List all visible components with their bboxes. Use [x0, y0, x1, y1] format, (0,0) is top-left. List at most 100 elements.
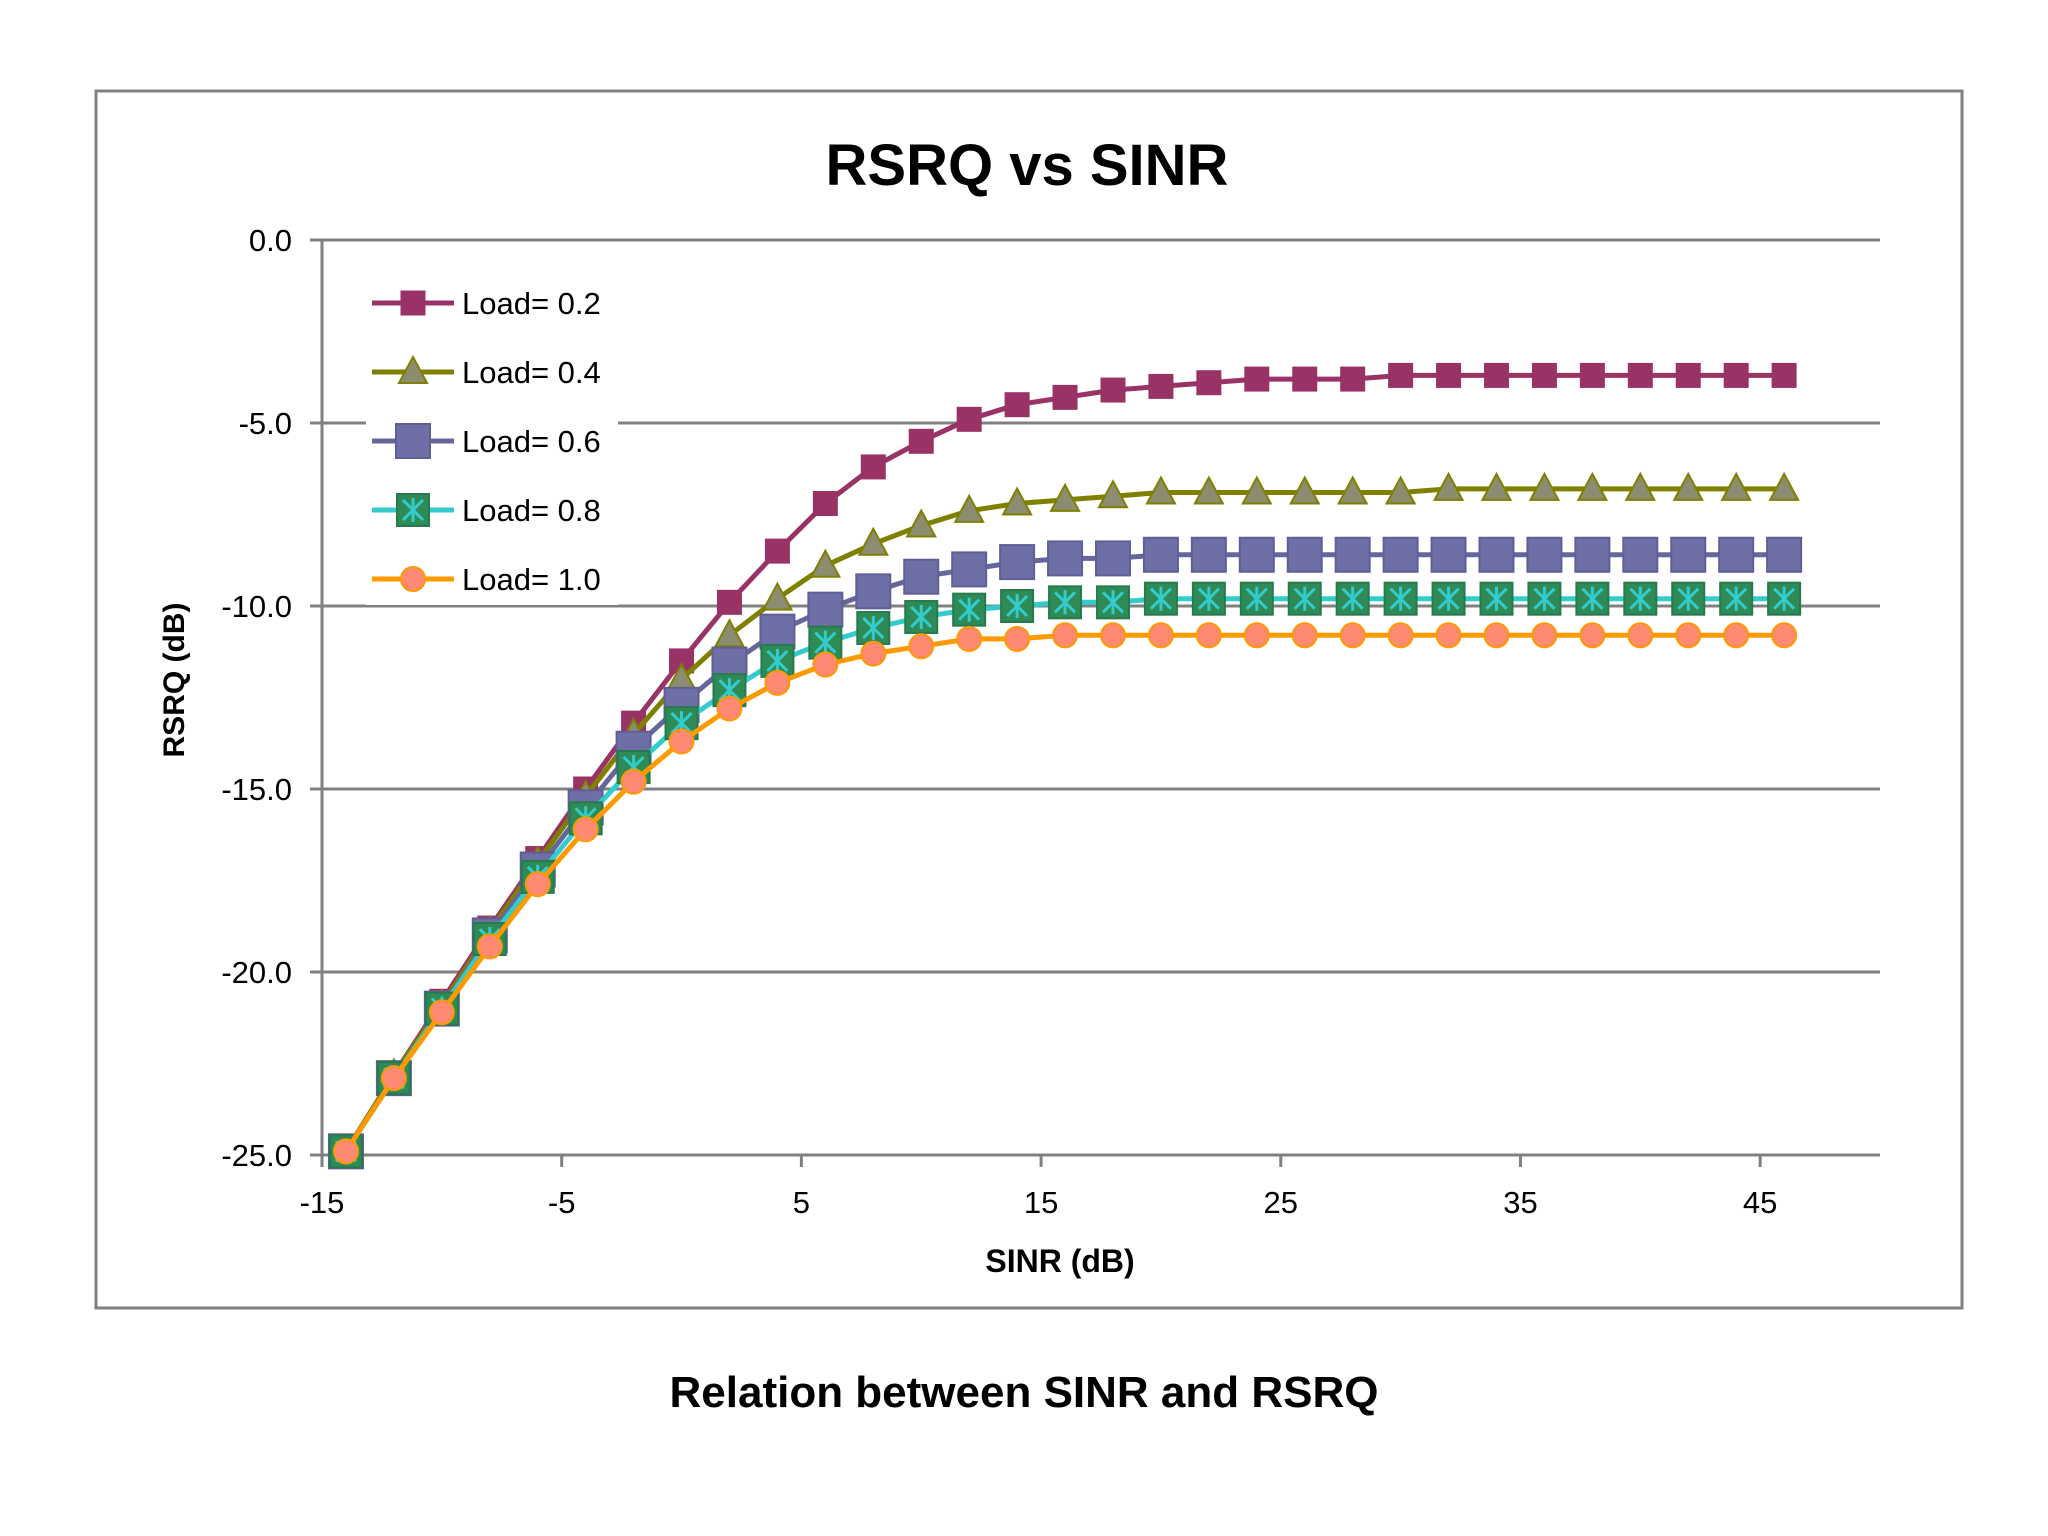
- data-point-1-13: [953, 493, 985, 523]
- data-point-2-9: [759, 613, 796, 650]
- data-point-1-24: [1480, 471, 1513, 501]
- legend-label-1: Load= 0.4: [462, 355, 601, 390]
- data-point-0-29: [1723, 362, 1749, 388]
- data-point-4-16: [1099, 622, 1126, 649]
- data-point-0-9: [764, 538, 790, 564]
- x-tick-label-5: 35: [1503, 1185, 1537, 1220]
- data-point-1-16: [1097, 479, 1129, 509]
- data-point-3-25: [1527, 581, 1562, 616]
- data-point-4-10: [812, 651, 839, 678]
- data-point-3-19: [1239, 581, 1274, 616]
- data-point-4-24: [1483, 622, 1510, 649]
- data-point-0-26: [1579, 362, 1605, 388]
- legend-swatch-marker-2: [395, 423, 431, 459]
- data-point-1-18: [1193, 475, 1225, 505]
- data-point-1-27: [1624, 471, 1656, 501]
- legend-swatch-marker-0: [400, 290, 426, 316]
- legend-label-4: Load= 1.0: [462, 562, 601, 597]
- data-point-4-15: [1052, 622, 1079, 649]
- data-point-0-12: [908, 428, 934, 454]
- data-point-3-18: [1191, 581, 1226, 616]
- data-point-4-7: [668, 728, 695, 755]
- data-point-1-25: [1528, 471, 1561, 501]
- data-point-1-11: [857, 526, 889, 556]
- data-point-2-24: [1478, 536, 1515, 573]
- x-tick-label-3: 15: [1024, 1185, 1058, 1220]
- data-point-4-11: [860, 640, 887, 667]
- x-tick-label-0: -15: [300, 1185, 345, 1220]
- data-point-0-19: [1244, 366, 1270, 392]
- data-point-1-26: [1576, 471, 1609, 501]
- figure-caption: Relation between SINR and RSRQ: [669, 1368, 1379, 1417]
- data-point-2-30: [1766, 536, 1803, 573]
- data-point-0-24: [1483, 362, 1509, 388]
- y-tick-label-0: 0.0: [249, 223, 292, 258]
- legend-label-2: Load= 0.6: [462, 424, 601, 459]
- data-point-0-30: [1771, 362, 1797, 388]
- data-point-1-12: [905, 508, 937, 538]
- data-point-0-8: [716, 589, 742, 615]
- legend-swatch-marker-4: [400, 566, 426, 592]
- data-point-3-23: [1431, 581, 1466, 616]
- data-point-2-19: [1238, 536, 1275, 573]
- data-point-0-23: [1436, 362, 1462, 388]
- data-point-2-18: [1190, 536, 1227, 573]
- data-point-3-16: [1095, 585, 1130, 620]
- data-point-2-12: [903, 558, 940, 595]
- legend-entry-0: Load= 0.2: [366, 277, 618, 329]
- data-point-2-28: [1670, 536, 1707, 573]
- data-point-2-20: [1286, 536, 1323, 573]
- data-point-1-29: [1720, 471, 1752, 501]
- legend-entry-2: Load= 0.6: [366, 415, 618, 467]
- data-point-3-11: [856, 610, 891, 645]
- data-point-4-5: [572, 816, 599, 843]
- data-point-2-27: [1622, 536, 1659, 573]
- data-point-4-12: [908, 633, 935, 660]
- data-point-2-29: [1718, 536, 1755, 573]
- data-point-4-17: [1147, 622, 1174, 649]
- data-point-2-14: [999, 544, 1036, 581]
- data-point-4-1: [380, 1065, 407, 1092]
- data-point-1-8: [713, 618, 746, 648]
- legend-entry-3: Load= 0.8: [366, 484, 618, 536]
- x-tick-labels: -15 -5 5 15 25 35 45: [300, 1185, 1778, 1220]
- data-point-4-6: [620, 768, 647, 795]
- data-point-2-13: [951, 551, 988, 588]
- data-point-3-28: [1671, 581, 1706, 616]
- data-point-4-29: [1723, 622, 1750, 649]
- data-point-0-13: [956, 406, 982, 432]
- data-point-1-14: [1001, 486, 1033, 516]
- data-point-1-19: [1241, 475, 1273, 505]
- legend-label-0: Load= 0.2: [462, 286, 601, 321]
- data-point-2-11: [855, 573, 892, 610]
- data-point-4-28: [1675, 622, 1702, 649]
- data-point-2-15: [1047, 540, 1084, 577]
- data-point-2-22: [1382, 536, 1419, 573]
- y-tick-label-2: -10.0: [221, 589, 292, 624]
- data-point-2-26: [1574, 536, 1611, 573]
- data-point-3-13: [952, 592, 987, 627]
- data-point-1-22: [1384, 475, 1417, 505]
- data-point-4-0: [332, 1138, 359, 1165]
- data-point-2-21: [1334, 536, 1371, 573]
- data-point-4-4: [524, 871, 551, 898]
- chart-frame: [94, 89, 1964, 1310]
- data-point-4-14: [1004, 625, 1031, 652]
- legend: Load= 0.2 Load= 0.4 Load= 0.6 Load= 0.8 Load…: [366, 277, 618, 605]
- legend-entry-1: Load= 0.4: [366, 346, 618, 398]
- legend-swatch-marker-1: [397, 354, 429, 384]
- y-tick-label-4: -20.0: [221, 955, 292, 990]
- x-tick-label-2: 5: [793, 1185, 810, 1220]
- x-tick-label-4: 25: [1264, 1185, 1298, 1220]
- data-point-4-3: [476, 933, 503, 960]
- data-point-0-15: [1052, 384, 1078, 410]
- data-point-0-17: [1148, 373, 1174, 399]
- data-point-3-26: [1575, 581, 1610, 616]
- series-group: [327, 362, 1803, 1170]
- data-point-4-23: [1435, 622, 1462, 649]
- data-point-4-9: [764, 669, 791, 696]
- data-point-4-2: [428, 999, 455, 1026]
- data-point-3-29: [1719, 581, 1754, 616]
- data-point-1-15: [1049, 482, 1081, 512]
- data-point-4-25: [1531, 622, 1558, 649]
